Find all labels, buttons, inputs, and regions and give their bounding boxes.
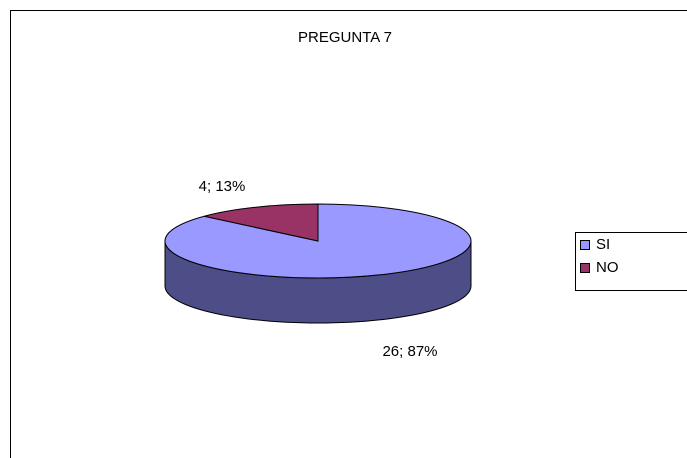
data-label: 4; 13%: [199, 178, 246, 195]
legend-swatch: [580, 240, 590, 250]
legend-box: [575, 232, 687, 291]
slice: [204, 203, 319, 242]
legend-label: NO: [596, 259, 619, 276]
legend-swatch: [580, 263, 590, 273]
chart-title: PREGUNTA 7: [298, 29, 392, 46]
data-label: 26; 87%: [382, 343, 437, 360]
legend-label: SI: [596, 236, 610, 253]
